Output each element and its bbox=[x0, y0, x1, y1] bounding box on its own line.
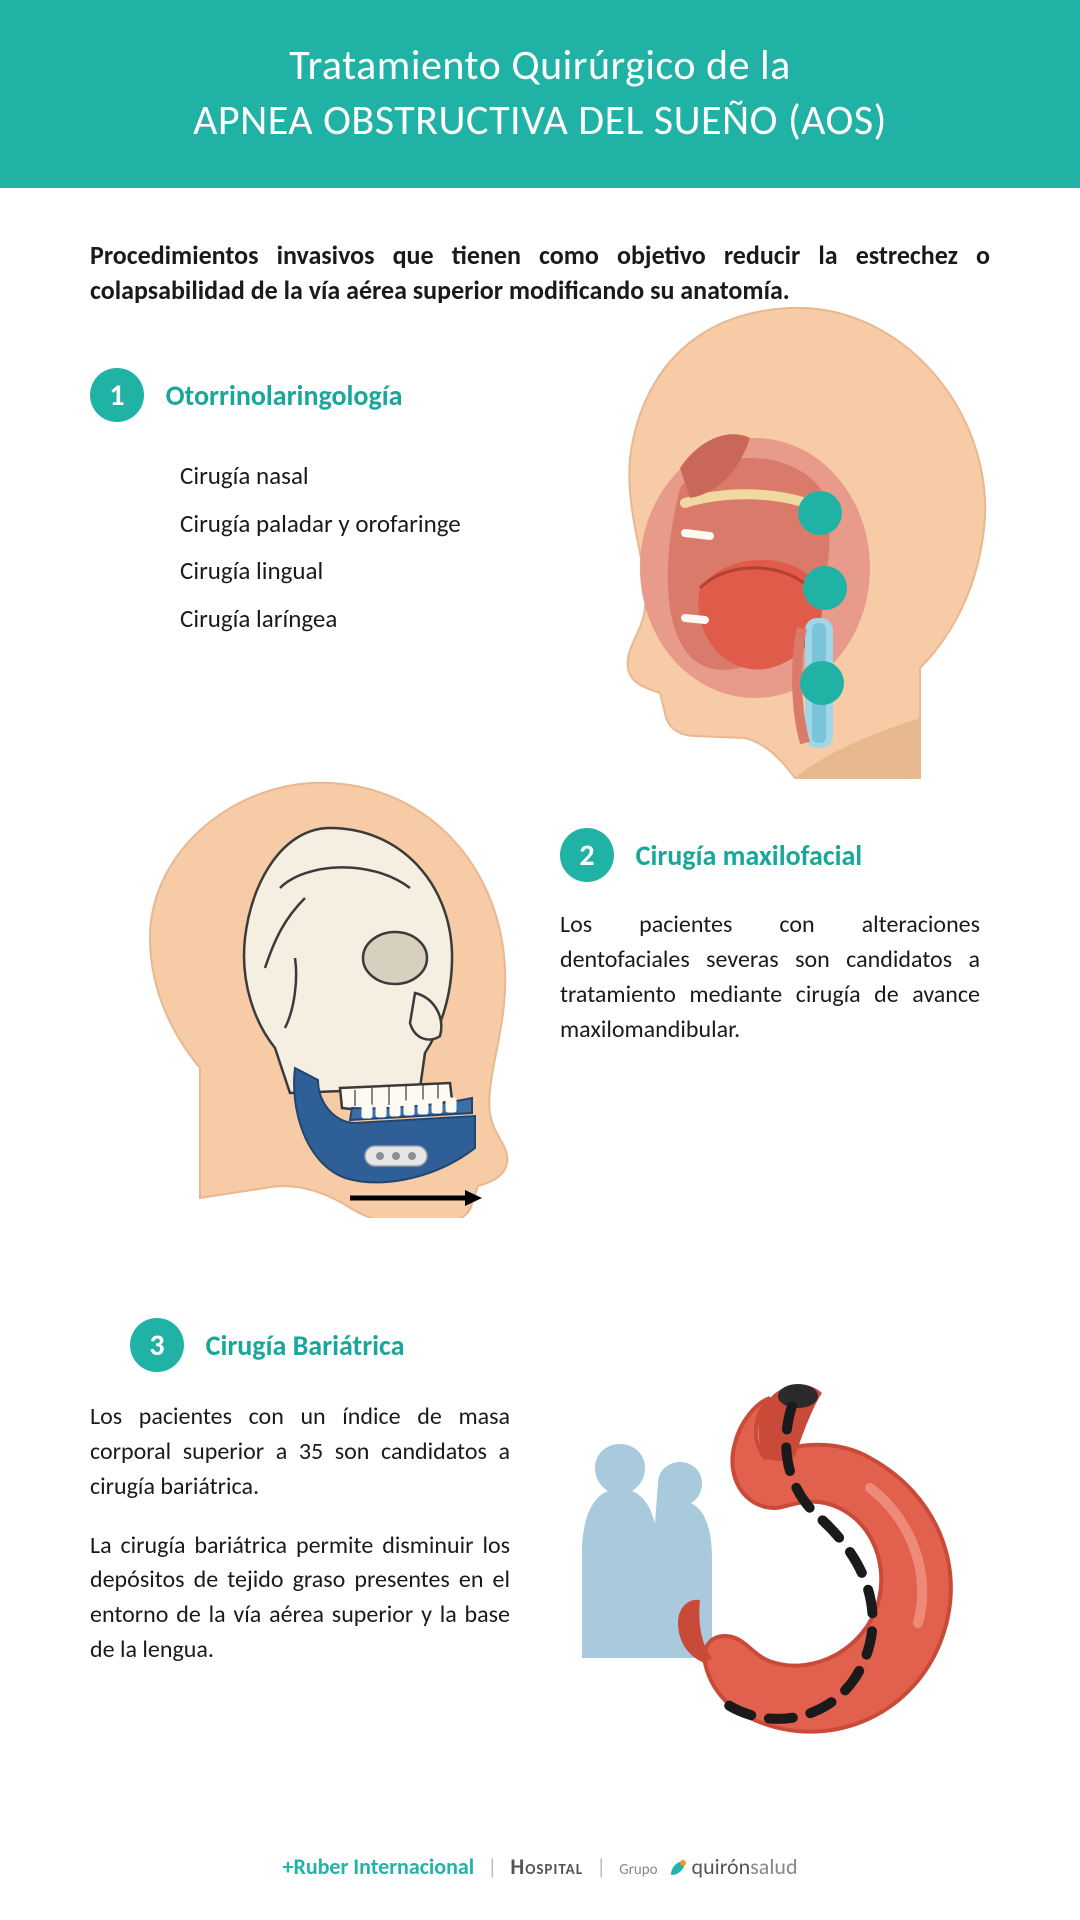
stomach-illustration bbox=[540, 1358, 1000, 1758]
content: Procedimientos invasivos que tienen como… bbox=[0, 188, 1080, 1758]
footer-quironsalud: quirónsalud bbox=[692, 1853, 798, 1880]
section-maxilofacial: 2 Cirugía maxilofacial Los pacientes con… bbox=[90, 828, 990, 1288]
footer-grupo: Grupo bbox=[619, 1861, 657, 1879]
badge-1: 1 bbox=[90, 368, 144, 422]
skull-mandible-illustration bbox=[80, 768, 530, 1218]
page-header: Tratamiento Quirúrgico de la APNEA OBSTR… bbox=[0, 0, 1080, 188]
title-maxilofacial: Cirugía maxilofacial bbox=[636, 838, 863, 873]
header-line2: APNEA OBSTRUCTIVA DEL SUEÑO (AOS) bbox=[60, 95, 1020, 146]
head-sagittal-illustration bbox=[570, 288, 1000, 788]
plus-icon: + bbox=[282, 1853, 293, 1880]
bariatrica-body-2: La cirugía bariátrica permite disminuir … bbox=[90, 1529, 510, 1668]
title-otorrino: Otorrinolaringología bbox=[166, 378, 403, 413]
footer-brand-ruber: Ruber Internacional bbox=[293, 1853, 474, 1880]
header-line1: Tratamiento Quirúrgico de la bbox=[60, 40, 1020, 91]
leaf-icon bbox=[669, 1853, 692, 1880]
footer: +Ruber Internacional | Hospital | Grupo … bbox=[0, 1853, 1080, 1880]
separator-icon: | bbox=[487, 1853, 497, 1880]
badge-2: 2 bbox=[560, 828, 614, 882]
separator-icon: | bbox=[596, 1853, 606, 1880]
badge-3: 3 bbox=[130, 1318, 184, 1372]
section-bariatrica: 3 Cirugía Bariátrica Los pacientes con u… bbox=[90, 1318, 990, 1758]
maxilofacial-body: Los pacientes con alteraciones dentofaci… bbox=[560, 908, 980, 1047]
bariatrica-body-1: Los pacientes con un índice de masa corp… bbox=[90, 1400, 510, 1504]
title-bariatrica: Cirugía Bariátrica bbox=[206, 1328, 405, 1363]
footer-brand-hospital: Hospital bbox=[510, 1853, 583, 1880]
section-otorrino: 1 Otorrinolaringología Cirugía nasal Cir… bbox=[90, 368, 990, 808]
